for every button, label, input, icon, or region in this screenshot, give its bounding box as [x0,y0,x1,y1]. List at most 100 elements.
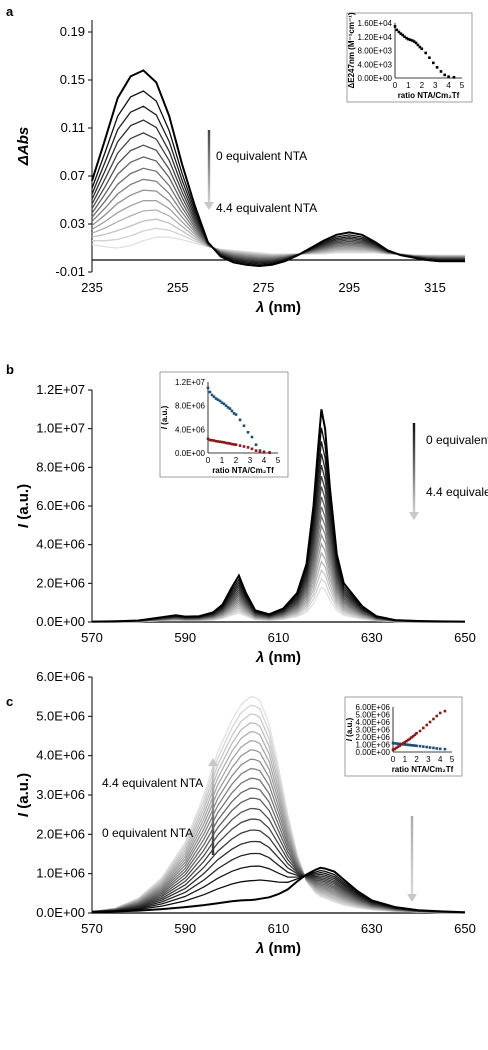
spectrum-line [91,119,465,263]
annotation-start: 0 equivalent NTA [426,433,488,447]
inset-data-point [424,51,427,55]
inset-data-point [210,393,214,397]
inset-data-point [428,720,432,724]
x-axis-label: λ (nm) [255,940,301,957]
inset-data-point [212,395,216,399]
spectrum-line [92,227,465,257]
inset-data-point [396,745,400,749]
inset-data-point [208,390,212,394]
x-tick-label: 255 [167,280,189,295]
inset-data-point [401,742,405,745]
inset-x-tick-label: 5 [460,81,465,90]
inset-data-point [258,450,262,454]
inset-data-point [435,714,439,718]
spectrum-line [91,866,466,914]
inset-x-tick-label: 0 [393,81,398,90]
y-tick-label: 8.0E+06 [36,459,85,474]
x-tick-label: 630 [361,921,383,936]
inset-data-point [234,413,238,416]
inset-data-point [393,742,396,745]
panel-label: b [6,362,14,377]
y-tick-label: -0.01 [55,264,85,279]
inset-data-point [222,402,226,406]
inset-data-point [443,709,447,713]
inset-data-point [432,746,435,750]
inset-data-point [432,717,435,721]
inset-data-point [268,451,271,455]
x-tick-label: 590 [174,921,196,936]
inset-x-tick-label: 5 [276,456,281,465]
y-tick-label: 0.07 [60,168,85,183]
spectrum-line [91,476,466,623]
inset-data-point [425,723,429,727]
inset-data-point [220,440,224,444]
y-axis-label: I (a.u.) [15,484,32,528]
inset-data-point [401,33,404,37]
trend-arrow-head [409,512,419,520]
inset-data-point [250,447,254,451]
inset-data-point [443,73,447,77]
spectrum-line [91,453,466,623]
inset-x-tick-label: 4 [262,456,267,465]
y-tick-label: 2.0E+06 [36,575,85,590]
inset-x-tick-label: 1 [403,755,408,764]
inset-data-point [416,43,420,47]
inset-data-point [254,449,258,452]
inset-frame [344,696,463,777]
inset-data-point [413,744,417,747]
inset-y-tick-label: 8.00E+03 [358,47,393,56]
inset-data-point [396,742,400,746]
spectrum-line [91,69,465,268]
spectrum-line [91,506,466,623]
inset-y-tick-label: 0.0E+00 [175,449,206,458]
inset-x-axis-label: ratio NTA/Cm₂Tf [212,466,274,475]
inset-data-point [228,442,232,445]
inset-data-point [418,729,422,733]
inset-y-tick-label: 4.0E+06 [175,425,206,434]
spectrum-line [91,486,466,623]
inset-x-tick-label: 5 [450,755,455,764]
x-tick-label: 235 [81,280,103,295]
y-tick-label: 6.0E+06 [36,669,85,684]
annotation-end: 4.4 equivalent NTA [426,485,488,499]
inset-data-point [428,56,431,60]
x-tick-label: 315 [424,280,446,295]
inset-x-tick-label: 3 [426,755,431,764]
y-tick-label: 3.0E+06 [36,787,85,802]
inset-x-tick-label: 4 [438,755,443,764]
inset-x-tick-label: 0 [206,456,211,465]
inset-data-point [393,25,397,28]
inset-data-point [218,399,222,403]
inset-frame [346,12,473,103]
inset-data-point [214,397,218,400]
inset-data-point [398,742,402,746]
inset-data-point [228,407,232,410]
inset-data-point [432,61,435,65]
inset-y-tick-label: 1.20E+04 [358,33,393,42]
inset-data-point [438,747,442,751]
inset-data-point [425,745,429,749]
inset-data-point [234,443,238,447]
trend-arrow [412,423,416,518]
inset-data-point [415,731,418,735]
inset-frame [159,371,289,478]
x-axis-label: λ (nm) [255,299,301,316]
trend-arrow-head [208,758,218,766]
y-tick-label: 4.0E+06 [36,537,85,552]
inset-data-point [452,76,456,79]
y-tick-label: 6.0E+06 [36,498,85,513]
inset-data-point [246,430,250,434]
annotation-end: 4.4 equivalent NTA [216,201,317,215]
inset-y-tick-label: 3.00E+06 [356,726,391,735]
inset-data-point [405,743,408,746]
inset-data-point [232,443,236,446]
inset-data-point [395,742,398,745]
inset-data-point [411,744,415,747]
inset-data-point [250,435,254,439]
inset-data-point [391,748,395,752]
y-tick-label: 5.0E+06 [36,708,85,723]
x-tick-label: 295 [338,280,360,295]
inset-data-point [408,737,412,741]
inset-data-point [206,386,210,390]
